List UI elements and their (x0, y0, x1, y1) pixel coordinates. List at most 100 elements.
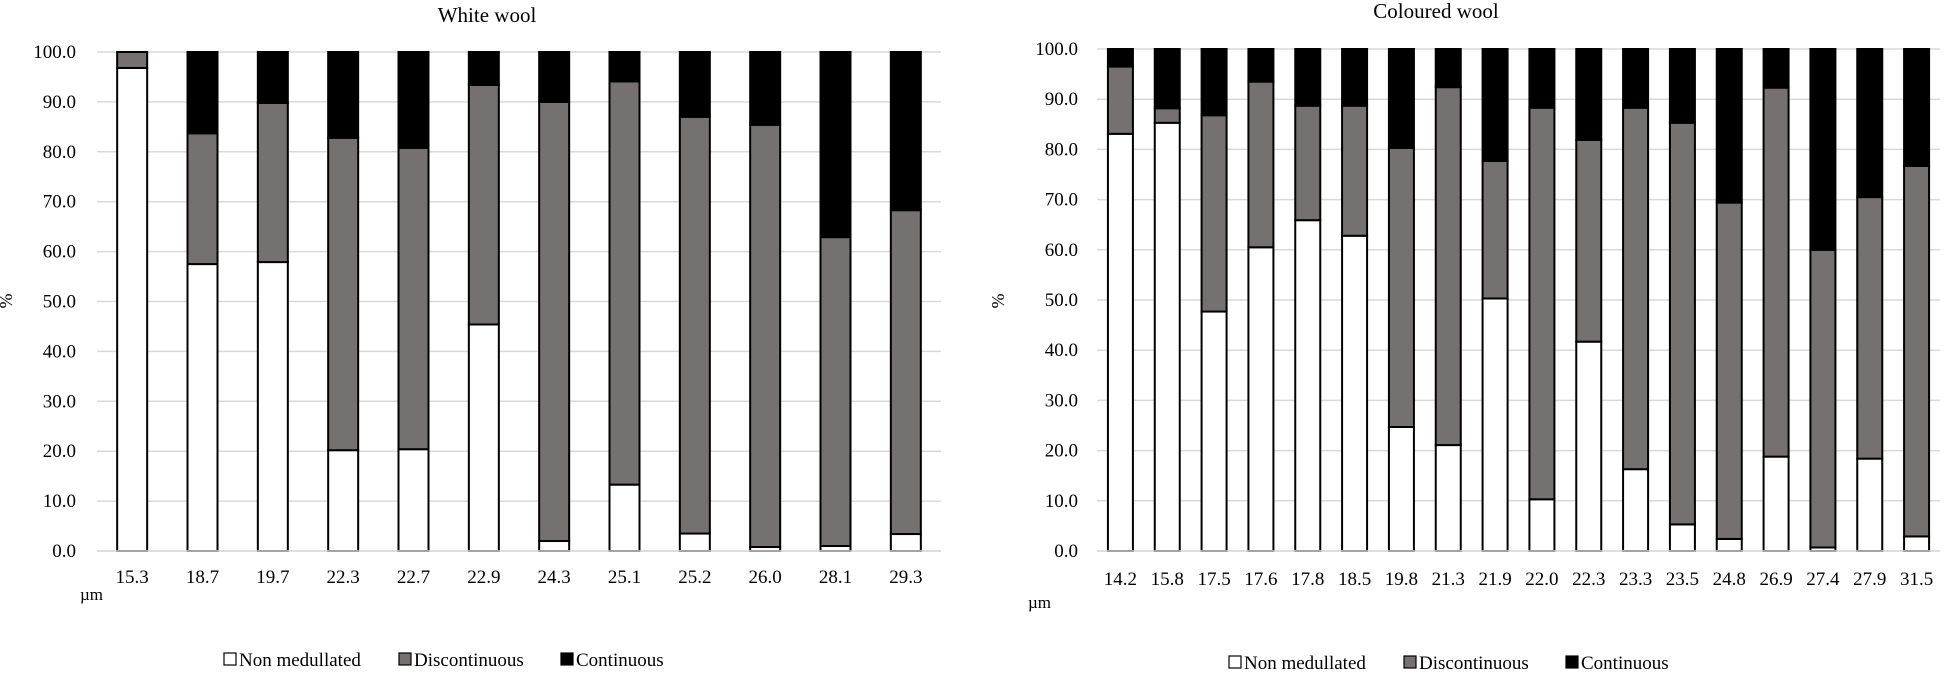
x-tick-label: 14.2 (1104, 569, 1137, 590)
bar-discontinuous (749, 123, 782, 549)
bar-discontinuous (1481, 159, 1509, 300)
bar-continuous (1856, 48, 1884, 199)
bar-continuous (1622, 48, 1650, 109)
y-tick-label: 60.0 (43, 242, 76, 263)
bar-non-medullated (1528, 498, 1556, 553)
bar-discontinuous (1247, 80, 1275, 249)
chart-title: White wool (438, 3, 537, 27)
bar-non-medullated (1294, 219, 1322, 552)
legend-label: Continuous (1581, 653, 1669, 674)
legend-swatch (1228, 655, 1242, 669)
bar-non-medullated (1247, 246, 1275, 552)
bar-discontinuous (1387, 146, 1415, 429)
bar-discontinuous (327, 136, 360, 452)
x-tick-label: 24.8 (1713, 569, 1746, 590)
x-tick-label: 19.7 (256, 567, 289, 588)
x-tick-label: 27.4 (1806, 569, 1840, 590)
x-tick-label: 31.5 (1900, 569, 1933, 590)
bar-continuous (1809, 48, 1837, 251)
bar-discontinuous (397, 146, 430, 451)
bar-continuous (327, 51, 360, 139)
x-tick-label: 26.9 (1759, 569, 1792, 590)
legend-swatch (560, 652, 574, 666)
y-tick-label: 40.0 (1045, 340, 1078, 361)
x-tick-label: 22.0 (1525, 569, 1558, 590)
bar-discontinuous (1528, 106, 1556, 501)
bar-continuous (397, 51, 430, 149)
legend-label: Non medullated (239, 650, 361, 671)
bar-discontinuous (1153, 107, 1181, 124)
bar-continuous (1434, 48, 1462, 89)
legend-swatch (223, 652, 237, 666)
legend-label: Discontinuous (414, 650, 524, 671)
bar-discontinuous (1762, 86, 1790, 458)
legend-item: Non medullated (1228, 653, 1366, 674)
y-tick-label: 10.0 (43, 491, 76, 512)
y-tick-label: 20.0 (1045, 441, 1078, 462)
bar-non-medullated (1341, 234, 1369, 553)
bar-continuous (538, 51, 571, 103)
bar-continuous (749, 51, 782, 126)
bar-non-medullated (1575, 340, 1603, 552)
y-tick-label: 0.0 (52, 541, 76, 562)
bar-non-medullated (1903, 535, 1931, 553)
bar-continuous (819, 51, 852, 239)
bar-non-medullated (397, 448, 430, 553)
y-tick-label: 80.0 (1045, 139, 1078, 160)
bar-continuous (1481, 48, 1509, 162)
y-tick-label: 50.0 (1045, 290, 1078, 311)
bar-discontinuous (467, 83, 500, 326)
legend-swatch (1565, 655, 1579, 669)
bar-continuous (1153, 48, 1181, 110)
bar-continuous (1762, 48, 1790, 89)
y-tick-label: 70.0 (43, 192, 76, 213)
bar-non-medullated (608, 483, 641, 552)
bar-discontinuous (1575, 138, 1603, 343)
x-axis-label: µm (80, 585, 103, 604)
bar-continuous (1200, 48, 1228, 117)
bar-non-medullated (1622, 468, 1650, 553)
bar-non-medullated (1434, 444, 1462, 552)
bar-discontinuous (889, 209, 922, 536)
legend-label: Continuous (576, 650, 664, 671)
y-tick-label: 30.0 (1045, 390, 1078, 411)
bar-continuous (1903, 48, 1931, 167)
bar-discontinuous (186, 132, 219, 266)
y-tick-label: 10.0 (1045, 491, 1078, 512)
bar-discontinuous (1341, 104, 1369, 237)
y-tick-label: 70.0 (1045, 190, 1078, 211)
bar-non-medullated (327, 449, 360, 552)
legend-item: Continuous (1565, 653, 1669, 674)
chart-title: Coloured wool (1373, 0, 1499, 23)
legend-label: Non medullated (1244, 653, 1366, 674)
x-axis-label: µm (1028, 593, 1051, 612)
y-tick-label: 60.0 (1045, 240, 1078, 261)
bar-discontinuous (1434, 86, 1462, 447)
bar-continuous (1247, 48, 1275, 83)
y-tick-label: 100.0 (1035, 39, 1078, 60)
y-tick-label: 40.0 (43, 341, 76, 362)
x-tick-label: 23.5 (1666, 569, 1699, 590)
bar-continuous (1528, 48, 1556, 109)
bar-discontinuous (116, 51, 149, 69)
bar-continuous (678, 51, 711, 118)
bar-discontinuous (1856, 196, 1884, 460)
y-tick-label: 90.0 (1045, 89, 1078, 110)
bar-discontinuous (538, 100, 571, 543)
bar-discontinuous (1200, 114, 1228, 313)
x-tick-label: 18.5 (1338, 569, 1371, 590)
chart-coloured-wool: Coloured wool 0.0 10.0 20.0 30.0 40.0 50.0 60.0… (988, 0, 1940, 674)
bar-non-medullated (467, 323, 500, 553)
bar-non-medullated (678, 532, 711, 552)
bar-discontinuous (1106, 65, 1134, 135)
bar-non-medullated (186, 263, 219, 552)
bar-continuous (1106, 48, 1134, 68)
legend-item: Discontinuous (1403, 653, 1529, 674)
x-tick-label: 22.3 (327, 567, 360, 588)
bar-discontinuous (256, 101, 289, 264)
x-tick-label: 15.3 (116, 567, 149, 588)
x-tick-label: 21.9 (1478, 569, 1511, 590)
bar-non-medullated (1200, 310, 1228, 552)
bar-discontinuous (1903, 164, 1931, 538)
